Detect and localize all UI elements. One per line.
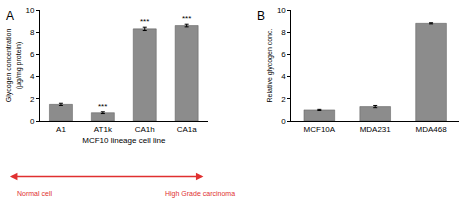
svg-text:4: 4 <box>281 72 286 81</box>
svg-text:6: 6 <box>281 50 286 59</box>
svg-text:***: *** <box>98 102 107 111</box>
svg-text:MCF10 lineage cell line: MCF10 lineage cell line <box>82 136 166 145</box>
svg-text:A1: A1 <box>56 125 66 134</box>
svg-text:4: 4 <box>30 72 35 81</box>
svg-text:AT1k: AT1k <box>94 125 113 134</box>
svg-text:10: 10 <box>25 6 34 15</box>
svg-text:0: 0 <box>281 117 286 126</box>
svg-text:***: *** <box>182 14 191 23</box>
svg-text:B: B <box>257 9 265 23</box>
svg-text:MDA468: MDA468 <box>416 125 448 134</box>
svg-text:Glycogen concentration(μg/mg p: Glycogen concentration(μg/mg protein) <box>5 29 22 103</box>
svg-text:***: *** <box>140 17 149 26</box>
svg-text:8: 8 <box>281 28 286 37</box>
svg-text:CA1h: CA1h <box>135 125 155 134</box>
svg-text:10: 10 <box>277 6 286 15</box>
svg-text:2: 2 <box>30 95 35 104</box>
svg-text:2: 2 <box>281 95 286 104</box>
svg-text:MDA231: MDA231 <box>360 125 392 134</box>
svg-text:Relative glycogen conc.: Relative glycogen conc. <box>266 28 274 102</box>
svg-text:High Grade carcinoma: High Grade carcinoma <box>165 190 235 198</box>
svg-text:0: 0 <box>30 117 35 126</box>
svg-text:Normal cell: Normal cell <box>17 190 52 197</box>
svg-text:A: A <box>6 9 14 23</box>
svg-text:6: 6 <box>30 50 35 59</box>
svg-text:8: 8 <box>30 28 35 37</box>
svg-text:CA1a: CA1a <box>177 125 198 134</box>
svg-text:MCF10A: MCF10A <box>304 125 336 134</box>
